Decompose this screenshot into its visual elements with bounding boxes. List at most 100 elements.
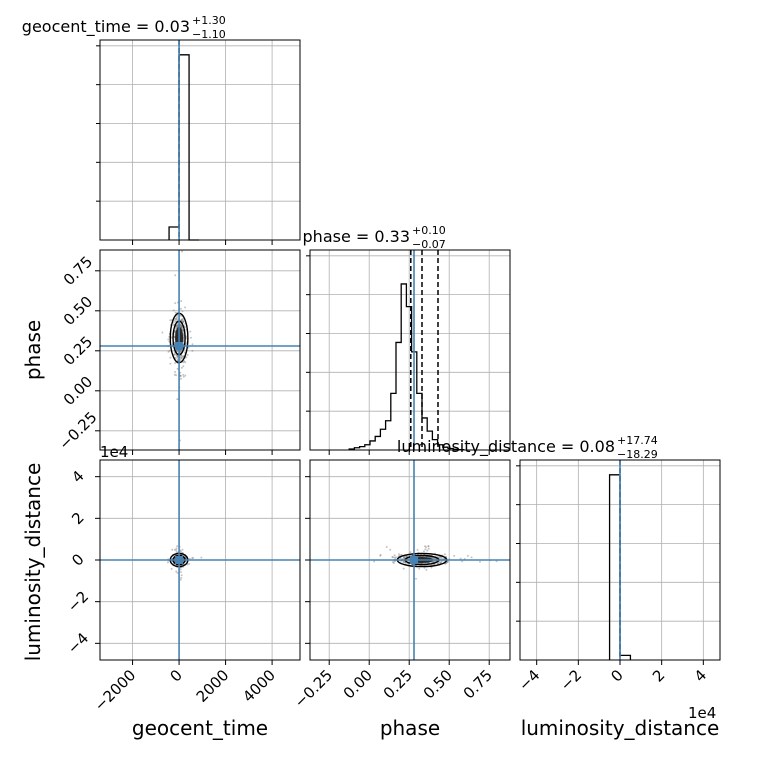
scatter-point xyxy=(181,355,184,358)
scatter-point xyxy=(438,556,441,559)
scatter-point xyxy=(174,318,177,320)
corner-panels: geocent_time = 0.03 +1.30−1.10 phase = 0.3… xyxy=(22,14,721,715)
scatter-point xyxy=(179,568,182,571)
scatter-point xyxy=(180,307,182,310)
scatter-point xyxy=(176,350,179,353)
offset-text-y: 1e4 xyxy=(100,443,128,461)
title-upper-error: +17.74 xyxy=(617,434,658,447)
scatter-point xyxy=(176,354,179,357)
scatter-point xyxy=(437,561,440,564)
tick-label-y-phase: 0.25 xyxy=(60,333,96,369)
scatter-point xyxy=(443,553,446,556)
scatter-point xyxy=(171,548,174,551)
scatter-point xyxy=(379,553,382,556)
scatter-point xyxy=(392,556,395,559)
scatter-point xyxy=(180,366,183,369)
scatter-point xyxy=(185,356,188,359)
scatter-point xyxy=(181,318,184,321)
scatter-point xyxy=(453,554,456,557)
scatter-point xyxy=(423,566,426,569)
scatter-point xyxy=(170,336,173,339)
scatter-point xyxy=(391,556,394,558)
tick-label-x-luminosity_distance: −2 xyxy=(557,666,585,694)
scatter-point xyxy=(166,561,169,564)
tick-label-y-phase: 0.50 xyxy=(60,293,96,329)
scatter-point xyxy=(175,316,178,319)
scatter-panel-geocent_time-phase-bg xyxy=(100,250,300,450)
scatter-point xyxy=(403,556,405,559)
scatter-point xyxy=(176,355,179,358)
scatter-point xyxy=(403,561,405,564)
scatter-point xyxy=(180,576,183,579)
panel-frame xyxy=(309,459,511,661)
x-label-luminosity-distance: luminosity_distance xyxy=(521,716,720,740)
scatter-point xyxy=(424,545,426,548)
scatter-point xyxy=(179,356,182,359)
panel-frame xyxy=(99,249,301,451)
scatter-point xyxy=(180,574,183,577)
scatter-point xyxy=(425,546,427,549)
scatter-point xyxy=(176,324,179,327)
scatter-point xyxy=(179,578,182,581)
title-upper-error: +0.10 xyxy=(412,224,446,237)
scatter-point xyxy=(182,375,185,378)
panel-frame xyxy=(99,39,301,241)
scatter-point xyxy=(180,326,183,329)
truth-marker xyxy=(175,342,184,350)
scatter-point xyxy=(180,324,183,327)
scatter-point xyxy=(176,398,179,401)
tick-label-x-geocent_time: 2000 xyxy=(193,666,233,706)
panel-frame xyxy=(519,459,721,661)
scatter-point xyxy=(176,358,179,361)
scatter-panel-geocent_time-luminosity_distance: −2000 0 2000 4000 −4 −2 0 2 4 xyxy=(64,459,301,715)
scatter-point xyxy=(182,320,185,323)
panel-title-luminosity_distance: luminosity_distance = 0.08 +17.74−18.29 xyxy=(397,434,658,461)
axis-labels: geocent_time phase luminosity_distance p… xyxy=(21,320,719,740)
scatter-point xyxy=(173,319,176,322)
scatter-point xyxy=(191,343,194,346)
scatter-point xyxy=(175,327,177,330)
scatter-point xyxy=(182,361,185,364)
title-lower-error: −1.10 xyxy=(192,28,226,41)
title-lower-error: −0.07 xyxy=(412,238,446,251)
panel-frame xyxy=(99,459,301,661)
scatter-panel-geocent_time-phase: −0.250.00 0.25 0.50 0.75 xyxy=(55,249,301,455)
hist-step-phase xyxy=(348,283,465,451)
scatter-point xyxy=(430,566,433,569)
x-label-geocent-time: geocent_time xyxy=(132,716,268,740)
scatter-point xyxy=(176,571,179,574)
scatter-point xyxy=(176,545,179,548)
title-lower-error: −18.29 xyxy=(617,448,658,461)
scatter-point xyxy=(170,567,173,570)
scatter-point xyxy=(423,550,425,553)
scatter-point xyxy=(424,548,427,551)
scatter-point xyxy=(175,550,178,553)
title-text: phase = 0.33 xyxy=(303,227,410,246)
truth-marker xyxy=(410,556,418,564)
scatter-point xyxy=(175,549,178,551)
scatter-point xyxy=(427,545,430,548)
scatter-point xyxy=(415,577,417,580)
scatter-point xyxy=(393,554,396,557)
scatter-point xyxy=(179,323,182,326)
tick-label-x-geocent_time: 4000 xyxy=(239,666,279,706)
scatter-point xyxy=(182,320,185,323)
scatter-point xyxy=(173,373,176,376)
tick-label-x-phase: 0.25 xyxy=(380,666,416,702)
scatter-point xyxy=(175,570,178,573)
scatter-point xyxy=(176,356,179,359)
scatter-point xyxy=(161,331,164,334)
tick-label-x-geocent_time: −2000 xyxy=(91,666,140,715)
scatter-point xyxy=(174,362,177,364)
scatter-point xyxy=(180,357,183,360)
scatter-point xyxy=(189,330,192,333)
scatter-point xyxy=(168,349,171,352)
scatter-point xyxy=(191,557,194,560)
scatter-point xyxy=(167,338,170,341)
scatter-point xyxy=(173,353,176,356)
scatter-point xyxy=(402,560,405,563)
title-text: luminosity_distance = 0.08 xyxy=(397,437,615,457)
scatter-point xyxy=(174,274,177,277)
title-text: geocent_time = 0.03 xyxy=(22,17,190,37)
scatter-point xyxy=(184,361,187,364)
